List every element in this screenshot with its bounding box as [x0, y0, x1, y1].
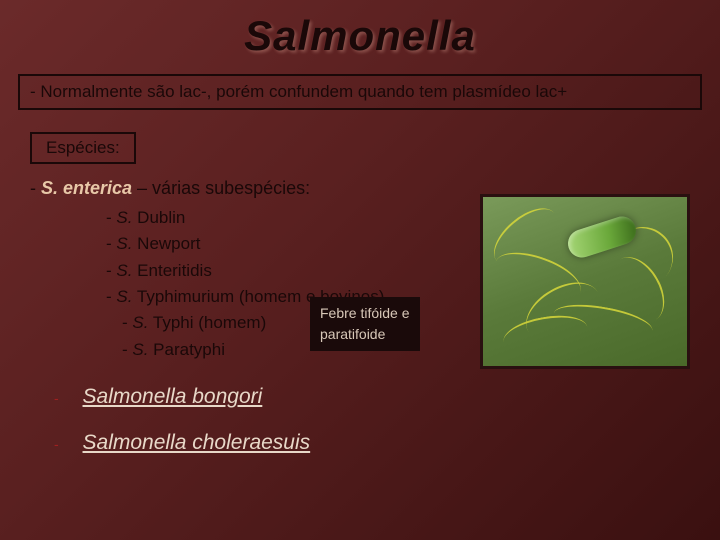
bacteria-image	[480, 194, 690, 369]
cholera-text: Salmonella choleraesuis	[83, 431, 311, 454]
febre-line1: Febre tifóide e	[320, 303, 410, 324]
enterica-suffix: – várias subespécies:	[132, 178, 310, 198]
bullet-icon: -	[54, 390, 59, 406]
cholera-row: - Salmonella choleraesuis	[30, 431, 720, 455]
note-box: - Normalmente são lac-, porém confundem …	[18, 74, 702, 110]
febre-box: Febre tifóide e paratifoide	[310, 297, 420, 351]
flagella-icon	[483, 197, 687, 366]
febre-line2: paratifoide	[320, 324, 410, 345]
bongori-row: - Salmonella bongori	[30, 385, 720, 409]
bongori-text: Salmonella bongori	[83, 385, 263, 408]
especies-label-box: Espécies:	[30, 132, 136, 164]
enterica-prefix: -	[30, 178, 41, 198]
bullet-icon: -	[54, 436, 59, 452]
enterica-name: S. enterica	[41, 178, 132, 198]
slide-title: Salmonella	[0, 0, 720, 60]
